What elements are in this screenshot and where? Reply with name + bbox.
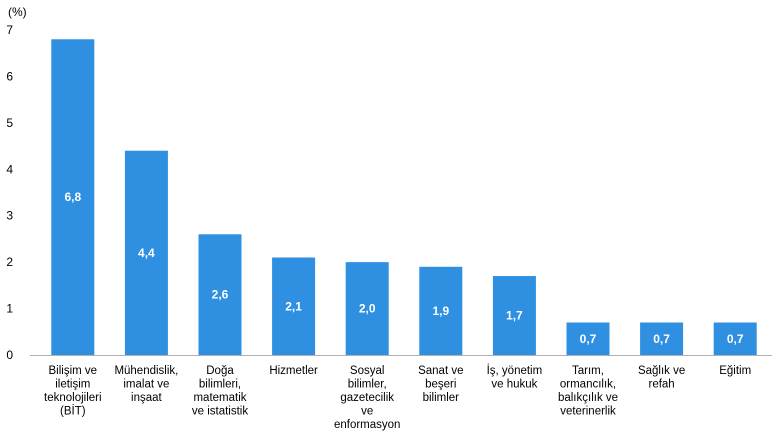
- bars: [51, 39, 757, 356]
- bar-value-label: 1,7: [506, 309, 523, 323]
- bar-value-label: 2,0: [359, 302, 376, 316]
- y-tick-label: 6: [6, 69, 13, 83]
- category-label-line: ve hukuk: [491, 379, 537, 391]
- category-label: Sanat ve beşeri bilimler: [418, 365, 463, 404]
- bar-value-label: 6,8: [64, 190, 81, 204]
- category-label-line: bilimler,: [348, 379, 387, 391]
- category-label-line: gazetecilik: [340, 392, 394, 404]
- y-tick-label: 2: [6, 255, 13, 269]
- bar-value-label: 2,1: [285, 299, 302, 313]
- category-label-line: bilimler: [423, 392, 460, 404]
- bar: [566, 322, 610, 355]
- category-label-line: teknolojileri: [44, 392, 102, 404]
- value-labels: 6,8 4,4 2,6 2,1 2,0 1,9 1,7 0,7 0,7 0,7: [64, 190, 743, 346]
- category-label-line: (BİT): [60, 405, 86, 418]
- category-label-line: refah: [648, 379, 674, 391]
- bar: [51, 39, 95, 356]
- category-label: Eğitim: [719, 365, 751, 377]
- category-label-line: Doğa: [206, 365, 234, 377]
- category-label: Hizmetler: [269, 365, 318, 377]
- y-tick-label: 4: [6, 162, 13, 176]
- y-tick-label: 7: [6, 23, 13, 37]
- category-label-line: bilimleri,: [199, 379, 241, 391]
- y-unit-label: (%): [8, 5, 27, 19]
- bar-value-label: 1,9: [432, 304, 449, 318]
- y-axis-ticks: 0 1 2 3 4 5 6 7: [6, 23, 13, 362]
- category-label-line: balıkçılık ve: [558, 392, 618, 404]
- bar-value-label: 0,7: [727, 332, 744, 346]
- bar: [198, 234, 242, 355]
- category-label-line: Bilişim ve: [49, 365, 98, 377]
- category-label-line: matematik: [193, 392, 246, 404]
- category-label-line: ve istatistik: [192, 406, 248, 418]
- bar-value-label: 0,7: [653, 332, 670, 346]
- bar: [492, 276, 536, 355]
- category-label-line: iletişim: [55, 379, 90, 391]
- bar: [124, 150, 168, 355]
- category-label: Tarım, ormancılık, balıkçılık ve veterinerl…: [558, 365, 618, 418]
- category-label-line: Eğitim: [719, 365, 751, 377]
- y-tick-label: 5: [6, 116, 13, 130]
- category-labels: Bilişim ve iletişim teknolojileri (BİT) Mühe…: [44, 364, 751, 431]
- bar: [272, 257, 316, 355]
- category-label-line: ormancılık,: [560, 379, 616, 391]
- category-label-line: Sosyal: [350, 365, 385, 377]
- category-label-line: İş, yönetim: [487, 364, 543, 377]
- category-label-line: Sağlık ve: [638, 365, 685, 377]
- category-label: Sosyal bilimler, gazetecilik ve enformasyon: [334, 365, 400, 431]
- category-label-line: Mühendislik,: [114, 365, 178, 377]
- bar: [713, 322, 757, 355]
- category-label: Sağlık ve refah: [638, 365, 685, 391]
- y-tick-label: 0: [6, 348, 13, 362]
- category-label-line: Hizmetler: [269, 365, 318, 377]
- category-label-line: inşaat: [131, 392, 162, 404]
- category-label-line: ve: [361, 406, 373, 418]
- bar: [419, 266, 463, 355]
- bar-value-label: 0,7: [580, 332, 597, 346]
- category-label: Bilişim ve iletişim teknolojileri (BİT): [44, 365, 102, 418]
- bar-value-label: 4,4: [138, 246, 155, 260]
- bar: [345, 262, 389, 355]
- category-label-line: imalat ve: [123, 379, 169, 391]
- category-label: İş, yönetim ve hukuk: [487, 364, 543, 391]
- category-label: Doğa bilimleri, matematik ve istatistik: [192, 365, 248, 418]
- y-tick-label: 3: [6, 209, 13, 223]
- bar: [640, 322, 684, 355]
- category-label-line: Tarım,: [572, 365, 604, 377]
- category-label-line: beşeri: [425, 379, 456, 391]
- bar-value-label: 2,6: [212, 288, 229, 302]
- category-label-line: Sanat ve: [418, 365, 463, 377]
- y-tick-label: 1: [6, 302, 13, 316]
- category-label-line: enformasyon: [334, 419, 400, 431]
- category-label-line: veterinerlik: [560, 406, 616, 418]
- category-label: Mühendislik, imalat ve inşaat: [114, 365, 178, 404]
